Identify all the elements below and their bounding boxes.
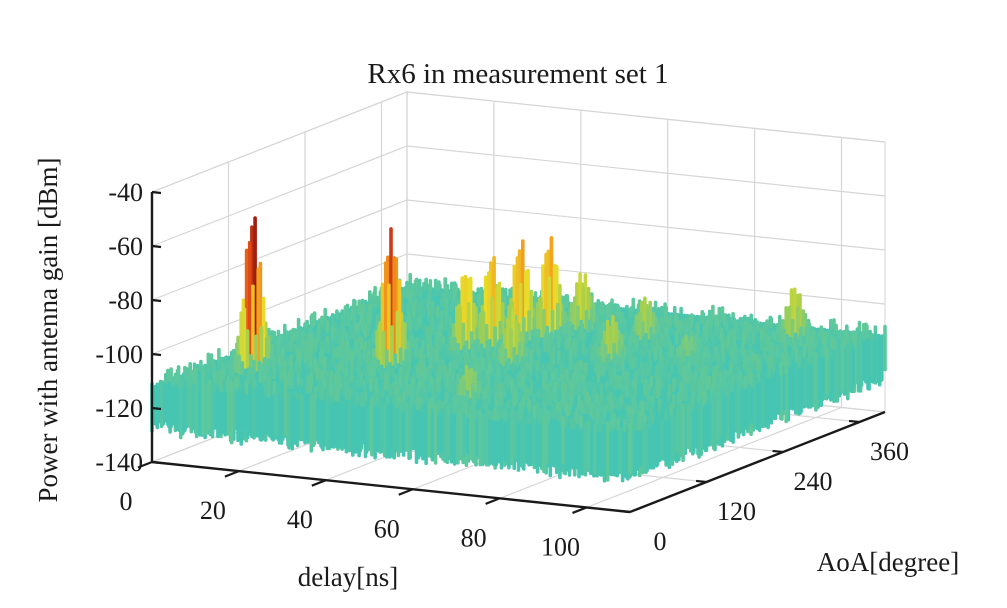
surface-plot <box>150 216 887 483</box>
chart-title: Rx6 in measurement set 1 <box>367 58 668 90</box>
grid-line-x <box>586 137 843 509</box>
